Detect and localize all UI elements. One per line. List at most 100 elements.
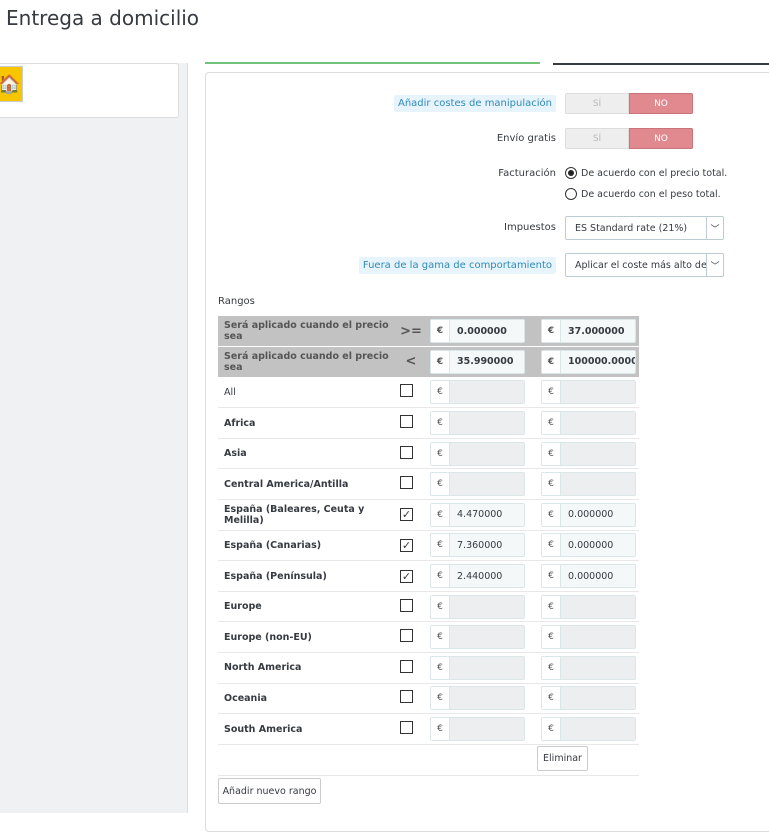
zone-checkbox[interactable]: ✓ xyxy=(400,508,413,522)
price-input[interactable]: € xyxy=(430,472,525,497)
euro-addon: € xyxy=(431,350,450,373)
price-value[interactable]: 0.000000 xyxy=(457,325,507,337)
zone-name: All xyxy=(218,377,392,409)
free-shipping-switch[interactable]: SÍ NO xyxy=(565,128,693,149)
add-range-button[interactable]: Añadir nuevo rango xyxy=(218,778,321,804)
price-value[interactable] xyxy=(450,595,524,618)
price-input[interactable]: €100000.000000 xyxy=(541,349,636,374)
price-value[interactable]: 37.000000 xyxy=(568,325,625,337)
zone-checkbox[interactable] xyxy=(400,384,413,398)
zone-checkbox[interactable] xyxy=(400,659,413,673)
price-value[interactable] xyxy=(561,626,635,649)
radio-selected-icon[interactable] xyxy=(565,167,577,179)
price-value[interactable] xyxy=(450,626,524,649)
price-input[interactable]: € xyxy=(541,380,636,405)
price-input[interactable]: € xyxy=(541,625,636,650)
price-input[interactable]: € xyxy=(430,686,525,711)
zone-checkbox[interactable] xyxy=(400,690,413,704)
euro-addon: € xyxy=(542,473,561,496)
price-input[interactable]: € xyxy=(430,625,525,650)
price-input[interactable]: €2.440000 xyxy=(430,564,525,589)
tax-select[interactable]: ES Standard rate (21%) ﹀ xyxy=(565,216,724,240)
price-input[interactable]: € xyxy=(541,655,636,680)
billing-radio-weight[interactable]: De acuerdo con el peso total. xyxy=(565,188,721,200)
price-value[interactable] xyxy=(561,381,635,404)
handling-switch[interactable]: SÍ NO xyxy=(565,93,693,114)
price-input[interactable]: €7.360000 xyxy=(430,533,525,558)
radio-icon[interactable] xyxy=(565,188,577,200)
price-value[interactable] xyxy=(561,473,635,496)
price-input[interactable]: €35.990000 xyxy=(430,349,525,374)
price-input[interactable]: €0.000000 xyxy=(541,564,636,589)
billing-radio-price[interactable]: De acuerdo con el precio total. xyxy=(565,167,727,179)
price-value[interactable] xyxy=(561,442,635,465)
billing-option-price: De acuerdo con el precio total. xyxy=(581,167,728,179)
price-value[interactable]: 4.470000 xyxy=(457,509,503,521)
ranges-table: Será aplicado cuando el precio sea >= €0.0… xyxy=(218,316,639,776)
tab-indicator[interactable] xyxy=(553,63,769,65)
free-no[interactable]: NO xyxy=(629,128,693,149)
price-input[interactable]: €0.000000 xyxy=(541,533,636,558)
billing-label: Facturación xyxy=(498,168,556,179)
price-value[interactable] xyxy=(450,442,524,465)
free-shipping-label: Envío gratis xyxy=(496,133,556,144)
price-input[interactable]: €0.000000 xyxy=(430,319,525,344)
price-value[interactable] xyxy=(561,687,635,710)
price-input[interactable]: € xyxy=(430,380,525,405)
price-input[interactable]: € xyxy=(430,594,525,619)
price-value[interactable] xyxy=(450,412,524,435)
price-value[interactable]: 100000.000000 xyxy=(568,356,635,368)
price-value[interactable] xyxy=(450,381,524,404)
range-condition-label: Será aplicado cuando el precio sea xyxy=(218,346,392,378)
price-value[interactable] xyxy=(450,656,524,679)
price-input[interactable]: € xyxy=(541,441,636,466)
page-title: Entrega a domicilio xyxy=(6,6,200,30)
price-input[interactable]: € xyxy=(541,472,636,497)
price-value[interactable] xyxy=(450,473,524,496)
tab-active-indicator[interactable] xyxy=(205,62,540,64)
price-value[interactable]: 0.000000 xyxy=(568,539,614,551)
zone-checkbox[interactable] xyxy=(400,445,413,459)
euro-addon: € xyxy=(542,534,561,557)
price-input[interactable]: € xyxy=(430,655,525,680)
out-of-range-select[interactable]: Aplicar el coste más alto de ﹀ xyxy=(565,253,724,277)
price-value[interactable] xyxy=(561,595,635,618)
free-yes[interactable]: SÍ xyxy=(565,128,629,149)
price-value[interactable] xyxy=(561,412,635,435)
range-operator: < xyxy=(392,346,430,378)
price-value[interactable] xyxy=(450,718,524,741)
zone-checkbox[interactable] xyxy=(400,629,413,643)
zone-checkbox[interactable] xyxy=(400,476,413,490)
zone-name: South America xyxy=(218,713,392,745)
range-condition-label: Será aplicado cuando el precio sea xyxy=(218,316,392,348)
price-input[interactable]: € xyxy=(541,411,636,436)
price-input[interactable]: €4.470000 xyxy=(430,502,525,527)
handling-yes[interactable]: SÍ xyxy=(565,93,629,114)
euro-addon: € xyxy=(542,626,561,649)
zone-checkbox[interactable] xyxy=(400,415,413,429)
zone-checkbox[interactable]: ✓ xyxy=(400,538,413,552)
handling-no[interactable]: NO xyxy=(629,93,693,114)
price-input[interactable]: € xyxy=(541,594,636,619)
price-input[interactable]: € xyxy=(430,411,525,436)
delete-range-button[interactable]: Eliminar xyxy=(537,746,588,771)
price-value[interactable] xyxy=(450,687,524,710)
price-value[interactable]: 0.000000 xyxy=(568,509,614,521)
price-value[interactable] xyxy=(561,718,635,741)
zone-checkbox[interactable] xyxy=(400,721,413,735)
zone-checkbox[interactable] xyxy=(400,598,413,612)
price-value[interactable]: 35.990000 xyxy=(457,356,514,368)
zone-checkbox[interactable]: ✓ xyxy=(400,569,413,583)
zone-row: Africa € € xyxy=(218,407,639,439)
price-value[interactable]: 2.440000 xyxy=(457,570,503,582)
price-input[interactable]: € xyxy=(541,717,636,742)
ranges-title: Rangos xyxy=(218,296,255,307)
price-value[interactable]: 7.360000 xyxy=(457,539,503,551)
price-input[interactable]: €0.000000 xyxy=(541,502,636,527)
price-value[interactable]: 0.000000 xyxy=(568,570,614,582)
price-input[interactable]: € xyxy=(541,686,636,711)
price-input[interactable]: € xyxy=(430,441,525,466)
price-input[interactable]: € xyxy=(430,717,525,742)
price-input[interactable]: €37.000000 xyxy=(541,319,636,344)
price-value[interactable] xyxy=(561,656,635,679)
